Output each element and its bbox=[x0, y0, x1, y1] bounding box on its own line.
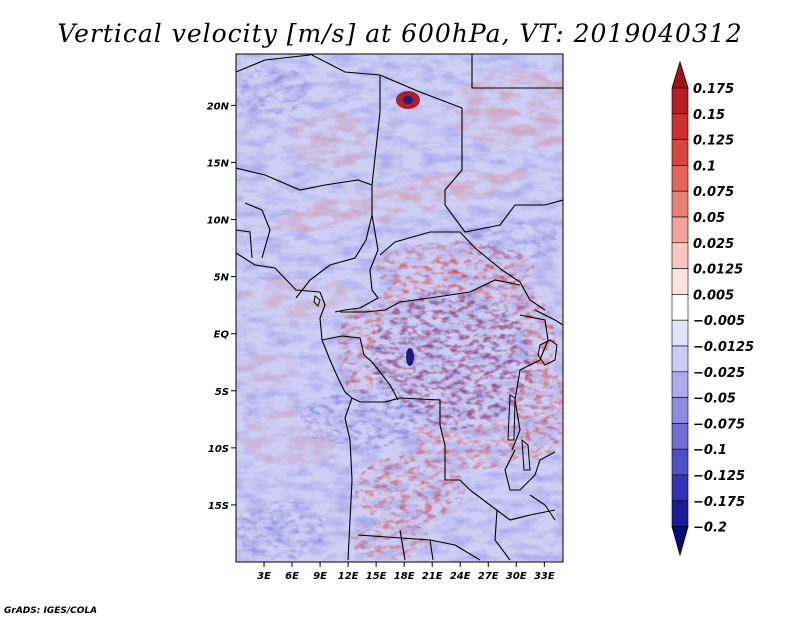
x-tick-label: 9E bbox=[313, 571, 327, 582]
x-tick-label: 30E bbox=[506, 571, 527, 582]
colorbar-label: 0.075 bbox=[693, 185, 734, 200]
y-tick-label: 20N bbox=[207, 101, 230, 112]
colorbar-swatch bbox=[671, 268, 689, 295]
colorbar-swatch bbox=[671, 113, 689, 140]
colorbar-swatch bbox=[671, 165, 689, 192]
colorbar-swatch bbox=[671, 190, 689, 218]
colorbar-label: 0.005 bbox=[693, 288, 734, 303]
colorbar-swatch bbox=[671, 294, 689, 321]
colorbar-label: 0.025 bbox=[693, 237, 734, 252]
lakes bbox=[313, 295, 558, 471]
y-tick-label: 15N bbox=[207, 158, 230, 169]
x-tick-label: 21E bbox=[422, 571, 443, 582]
x-tick-label: 27E bbox=[478, 571, 499, 582]
colorbar-label: −0.025 bbox=[693, 366, 745, 381]
colorbar-label: −0.175 bbox=[693, 495, 745, 510]
colorbar-label: 0.05 bbox=[693, 211, 725, 226]
y-tick-label: 10N bbox=[207, 216, 230, 227]
colorbar-swatch bbox=[671, 448, 689, 476]
x-tick-label: 3E bbox=[257, 571, 271, 582]
colorbar-label: −0.1 bbox=[693, 443, 727, 458]
y-axis: 20N 15N 10N 5N EQ 5S 10S 15S bbox=[207, 101, 236, 512]
colorbar-label: −0.125 bbox=[693, 469, 745, 484]
colorbar-bottom-arrow bbox=[671, 526, 689, 557]
y-tick-label: EQ bbox=[214, 330, 230, 341]
colorbar-swatch bbox=[671, 397, 689, 424]
x-tick-label: 33E bbox=[534, 571, 555, 582]
x-tick-label: 6E bbox=[285, 571, 299, 582]
colorbar-label: 0.0125 bbox=[693, 263, 743, 278]
colorbar-label: 0.125 bbox=[693, 134, 734, 149]
colorbar-swatch bbox=[671, 474, 689, 502]
colorbar-swatch bbox=[671, 500, 689, 527]
colorbar-swatch bbox=[671, 345, 689, 373]
x-tick-label: 24E bbox=[450, 571, 471, 582]
colorbar-label: −0.005 bbox=[693, 314, 745, 329]
x-tick-label: 15E bbox=[366, 571, 387, 582]
x-tick-label: 18E bbox=[394, 571, 415, 582]
velocity-field bbox=[236, 54, 563, 562]
x-tick-label: 12E bbox=[338, 571, 359, 582]
colorbar-label: 0.175 bbox=[693, 82, 734, 97]
colorbar-label: −0.05 bbox=[693, 392, 736, 407]
colorbar-swatch bbox=[671, 139, 689, 166]
colorbar-swatch bbox=[671, 371, 689, 398]
colorbar-swatch bbox=[671, 319, 689, 347]
colorbar-label: −0.2 bbox=[693, 521, 727, 536]
y-tick-label: 15S bbox=[208, 501, 229, 512]
colorbar-label: −0.0125 bbox=[693, 340, 754, 355]
colorbar-swatch bbox=[671, 242, 689, 269]
colorbar-swatch bbox=[671, 216, 689, 244]
country-borders bbox=[236, 54, 563, 561]
chart-title: Vertical velocity [m/s] at 600hPa, VT: 2… bbox=[57, 19, 742, 48]
colorbar-label: 0.1 bbox=[693, 159, 716, 174]
colorbar-swatch bbox=[671, 87, 689, 115]
y-tick-label: 10S bbox=[208, 444, 229, 455]
y-tick-label: 5S bbox=[215, 387, 229, 398]
colorbar-swatch bbox=[671, 423, 689, 450]
colorbar-top-arrow bbox=[671, 60, 689, 89]
colorbar-label: −0.075 bbox=[693, 417, 745, 432]
map-frame bbox=[235, 53, 564, 563]
grads-credit: GrADS: IGES/COLA bbox=[4, 606, 97, 616]
y-tick-label: 5N bbox=[214, 273, 230, 284]
colorbar-label: 0.15 bbox=[693, 108, 725, 123]
x-axis: 3E 6E 9E 12E 15E 18E 21E 24E 27E 30E 33E bbox=[257, 562, 555, 582]
colorbar: 0.175 0.15 0.125 0.1 0.075 0.05 0.025 0.0125 0.0… bbox=[671, 60, 754, 557]
